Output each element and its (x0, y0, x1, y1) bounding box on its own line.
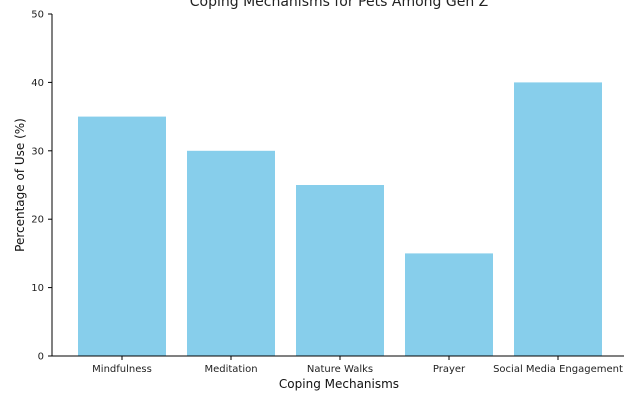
bar-nature-walks (296, 185, 384, 356)
bar-prayer (405, 253, 493, 356)
x-tick-label: Mindfulness (92, 364, 152, 375)
bar-social-media-engagement (514, 82, 602, 357)
chart-title: Coping Mechanisms for Pets Among Gen Z (190, 0, 488, 10)
y-tick-label: 20 (31, 215, 44, 226)
y-tick-label: 40 (31, 78, 44, 89)
x-tick-label: Prayer (433, 364, 466, 375)
x-tick-label: Nature Walks (307, 364, 373, 375)
y-tick-label: 10 (31, 283, 44, 294)
x-tick-label: Meditation (204, 364, 257, 375)
bars-group (78, 82, 602, 357)
y-tick-label: 0 (38, 352, 44, 363)
y-tick-label: 50 (31, 10, 44, 21)
y-axis-label: Percentage of Use (%) (13, 118, 27, 252)
x-tick-label: Social Media Engagement (493, 364, 623, 375)
y-tick-label: 30 (31, 146, 44, 157)
x-ticks-group: Mindfulness Meditation Nature Walks Prayer S… (92, 356, 623, 375)
bar-mindfulness (78, 116, 166, 356)
bar-meditation (187, 150, 275, 356)
y-ticks-group: 0 10 20 30 40 50 (31, 10, 52, 363)
x-axis-label: Coping Mechanisms (279, 377, 399, 391)
